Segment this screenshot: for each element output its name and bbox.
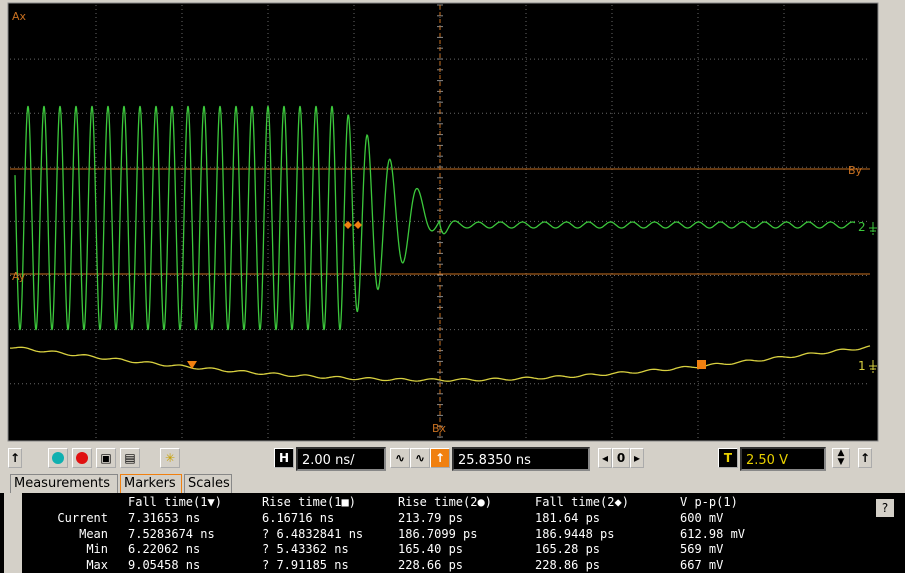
tab[interactable]: Measurements xyxy=(10,474,118,493)
screen xyxy=(7,2,879,442)
rise-marker xyxy=(697,360,706,369)
measurement-value: 7.5283674 ns xyxy=(128,526,215,541)
right-button[interactable]: ▸ xyxy=(630,448,644,468)
row-label: Min xyxy=(86,542,108,556)
help-button[interactable]: ? xyxy=(876,499,894,517)
column-header: Rise time(2●) xyxy=(398,495,492,509)
column-header: Fall time(1▼) xyxy=(128,495,222,509)
ground-icon xyxy=(869,222,877,235)
measurement-value: 165.40 ps xyxy=(398,542,464,556)
measurement-value: 228.66 ps xyxy=(398,557,464,572)
timebase-field[interactable]: 2.00 ns/ xyxy=(296,447,386,471)
channel-1-label: 1 xyxy=(858,359,866,373)
measurement-value: 9.05458 ns xyxy=(128,557,201,572)
h-button[interactable]: H xyxy=(274,448,294,468)
label-ax: Ax xyxy=(12,10,27,23)
scope-display: Ax By Ay Bx 2 1 xyxy=(7,2,879,442)
measurement-value: 165.28 ps xyxy=(535,542,601,556)
spinner[interactable]: ▲ ▼ xyxy=(832,448,850,468)
measurement-value: 228.86 ps xyxy=(535,557,601,572)
wave-button[interactable]: ∿ xyxy=(410,448,430,468)
wave-button[interactable]: ∿ xyxy=(390,448,410,468)
measurement-value: 6.22062 ns xyxy=(128,542,201,556)
left-button[interactable]: ◂ xyxy=(598,448,612,468)
row-label: Mean xyxy=(79,526,108,541)
measurement-value: ? 5.43362 ns xyxy=(262,542,349,556)
run-button[interactable] xyxy=(48,448,68,468)
brightness-button[interactable]: ✳ xyxy=(160,448,180,468)
tab[interactable]: Markers xyxy=(120,474,182,493)
measurement-value: 213.79 ps xyxy=(398,511,464,525)
scrollbar[interactable] xyxy=(4,493,22,573)
channel-2-label: 2 xyxy=(858,220,866,234)
measurement-value: 612.98 mV xyxy=(680,526,746,541)
row-label: Current xyxy=(57,511,108,525)
measurements-table: ? Fall time(1▼) Rise time(1■) Rise time(2●… xyxy=(0,493,905,573)
tab[interactable]: Scales xyxy=(184,474,232,493)
column-header: Rise time(1■) xyxy=(262,495,356,509)
diamond-marker xyxy=(344,221,352,229)
zero-button[interactable]: 0 xyxy=(612,448,630,468)
label-bx: Bx xyxy=(432,422,447,435)
channel-2-trace xyxy=(14,105,856,331)
measurement-value: 667 mV xyxy=(680,557,724,572)
row-label: Max xyxy=(86,557,108,572)
print-button[interactable]: ▤ xyxy=(120,448,140,468)
single-button[interactable]: ▣ xyxy=(96,448,116,468)
label-ay: Ay xyxy=(12,270,26,283)
measurement-value: ? 6.4832841 ns xyxy=(262,526,364,541)
arrow-button[interactable]: ↑ xyxy=(8,448,22,468)
measurement-value: 600 mV xyxy=(680,511,724,525)
measurement-value: 186.9448 ps xyxy=(535,526,615,541)
label-by: By xyxy=(848,164,863,177)
measurement-value: 186.7099 ps xyxy=(398,526,478,541)
stop-button[interactable] xyxy=(72,448,92,468)
arrow-button[interactable]: ↑ xyxy=(858,448,872,468)
channel-1-trace xyxy=(10,345,871,382)
diamond-marker xyxy=(354,221,362,229)
measurement-value: 6.16716 ns xyxy=(262,511,335,525)
ground-icon xyxy=(869,360,877,373)
measurement-value: 569 mV xyxy=(680,542,724,556)
t-button[interactable]: T xyxy=(718,448,738,468)
column-header: Fall time(2◆) xyxy=(535,495,629,509)
trigger-ref-button[interactable]: ↑ xyxy=(430,448,450,468)
measurement-value: ? 7.91185 ns xyxy=(262,557,349,572)
fall-marker xyxy=(187,361,197,369)
measurement-value: 181.64 ps xyxy=(535,511,601,525)
measurement-value: 7.31653 ns xyxy=(128,511,201,525)
column-header: V p-p(1) xyxy=(680,495,738,509)
grid xyxy=(10,4,870,438)
trigger-level-field[interactable]: 2.50 V xyxy=(740,447,826,471)
position-field[interactable]: 25.8350 ns xyxy=(452,447,590,471)
